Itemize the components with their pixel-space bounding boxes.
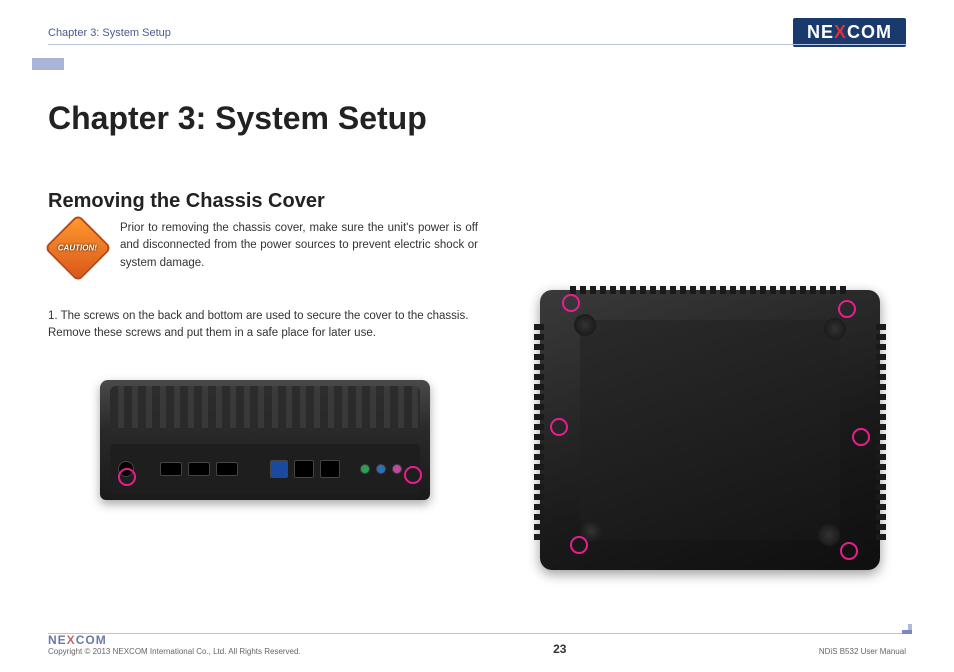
footer-left: NEXCOM Copyright © 2013 NEXCOM Internati… xyxy=(48,633,301,656)
screw-marker xyxy=(118,468,136,486)
logo-text-post: COM xyxy=(847,22,892,43)
chassis-fins-left xyxy=(534,320,544,540)
screw-marker xyxy=(562,294,580,312)
port-hdmi-2 xyxy=(188,462,210,476)
logo-text-pre: NE xyxy=(807,22,834,43)
port-lan-1 xyxy=(294,460,314,478)
figure-chassis-back xyxy=(100,380,430,530)
footer-logo: NEXCOM xyxy=(48,633,301,647)
caution-icon-label: CAUTION! xyxy=(58,243,97,252)
port-hdmi-1 xyxy=(160,462,182,476)
port-usb xyxy=(270,460,288,478)
caution-text: Prior to removing the chassis cover, mak… xyxy=(120,220,478,272)
port-hdmi-3 xyxy=(216,462,238,476)
caution-block: CAUTION! Prior to removing the chassis c… xyxy=(48,220,478,272)
chassis-fins-right xyxy=(876,320,886,540)
port-audio-2 xyxy=(376,464,386,474)
header-divider xyxy=(48,44,906,45)
header-breadcrumb: Chapter 3: System Setup xyxy=(48,27,171,39)
screw-marker xyxy=(840,542,858,560)
footer-doc-title: NDiS B532 User Manual xyxy=(819,647,906,656)
rubber-foot xyxy=(824,318,846,340)
chapter-title: Chapter 3: System Setup xyxy=(48,100,427,137)
logo-text-x: X xyxy=(834,22,847,43)
page-number: 23 xyxy=(553,642,566,656)
footer-logo-pre: NE xyxy=(48,633,67,647)
step-1-text: 1. The screws on the back and bottom are… xyxy=(48,308,478,343)
screw-marker xyxy=(550,418,568,436)
chassis-bottom-body xyxy=(540,290,880,570)
chassis-back-body xyxy=(100,380,430,500)
chassis-fins-top xyxy=(570,286,850,294)
section-title: Removing the Chassis Cover xyxy=(48,190,325,213)
chassis-heatsink-top xyxy=(110,386,420,428)
rubber-foot xyxy=(818,524,840,546)
chassis-back-panel xyxy=(110,444,420,494)
screw-marker xyxy=(838,300,856,318)
corner-mark-icon xyxy=(898,620,912,634)
port-lan-2 xyxy=(320,460,340,478)
port-audio-3 xyxy=(392,464,402,474)
screw-marker xyxy=(570,536,588,554)
caution-icon: CAUTION! xyxy=(44,214,112,282)
screw-marker xyxy=(404,466,422,484)
screw-marker xyxy=(852,428,870,446)
footer-copyright: Copyright © 2013 NEXCOM International Co… xyxy=(48,647,301,656)
chassis-bottom-plate xyxy=(580,320,840,540)
rubber-foot xyxy=(574,314,596,336)
brand-logo: NEXCOM xyxy=(793,18,906,47)
figure-chassis-bottom xyxy=(520,280,900,580)
port-audio-1 xyxy=(360,464,370,474)
page-tab-mark xyxy=(32,58,64,70)
footer-logo-post: COM xyxy=(76,633,107,647)
footer-logo-x: X xyxy=(67,633,76,647)
